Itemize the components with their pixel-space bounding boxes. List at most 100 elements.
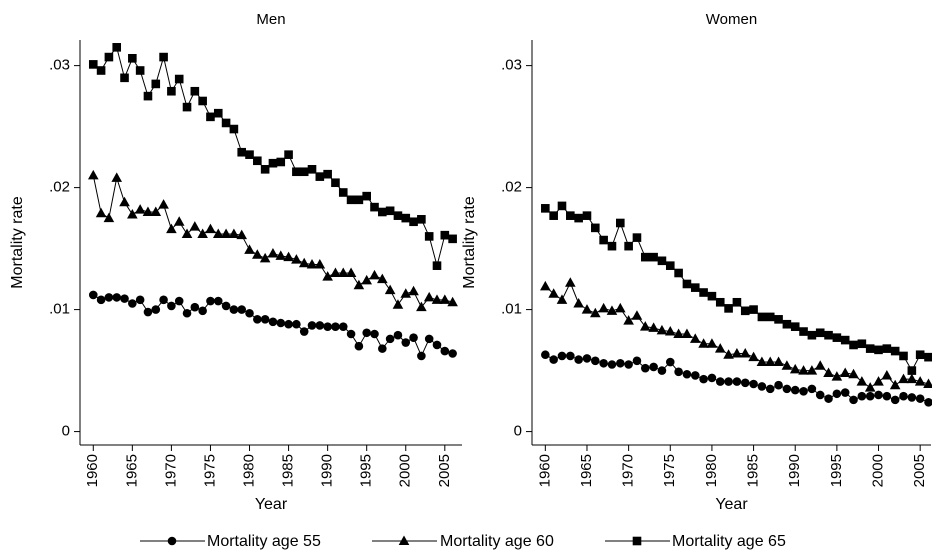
point (781, 360, 793, 370)
point (648, 322, 659, 332)
point (540, 280, 551, 291)
point (292, 167, 301, 177)
point (681, 328, 693, 338)
point (135, 66, 145, 75)
point (323, 169, 332, 179)
point (565, 277, 576, 287)
point (815, 390, 825, 400)
point (715, 297, 725, 307)
point (606, 305, 618, 315)
y-tick-label: .03 (49, 57, 70, 74)
point (134, 204, 146, 214)
point (259, 252, 271, 263)
point (143, 307, 153, 317)
y-axis-title: Mortality rate (461, 196, 478, 289)
point (190, 86, 200, 96)
x-tick-label: 2005 (436, 454, 453, 487)
point (789, 363, 801, 374)
point (167, 301, 176, 311)
point (582, 211, 592, 220)
point (907, 366, 917, 375)
point (914, 376, 926, 386)
point (88, 60, 98, 69)
point (815, 328, 825, 338)
x-axis-title: Year (715, 496, 748, 513)
point (440, 346, 450, 356)
point (228, 228, 240, 238)
point (865, 391, 875, 401)
point (890, 346, 900, 356)
point (95, 207, 107, 218)
point (674, 367, 683, 377)
x-tick-label: 1965 (578, 454, 595, 487)
point (615, 218, 625, 228)
point (657, 256, 667, 266)
point (581, 304, 593, 314)
point (757, 382, 767, 391)
point (159, 52, 168, 62)
point (245, 308, 254, 318)
point (378, 207, 387, 217)
point (128, 299, 137, 308)
point (607, 241, 617, 251)
point (840, 388, 850, 397)
point (158, 199, 169, 209)
point (639, 321, 651, 331)
point (549, 355, 558, 364)
point (292, 319, 301, 329)
point (799, 387, 808, 396)
point (857, 339, 867, 349)
point (907, 393, 917, 402)
point (706, 338, 718, 348)
point (707, 291, 717, 301)
point (432, 261, 442, 270)
point (915, 350, 925, 360)
point (774, 380, 783, 390)
point (167, 86, 176, 96)
y-tick-label: .01 (501, 301, 522, 318)
point (849, 340, 858, 350)
point (408, 285, 419, 296)
x-tick-label: 2000 (397, 454, 414, 487)
x-tick-label: 1965 (123, 454, 140, 487)
point (385, 206, 395, 216)
point (915, 394, 925, 403)
point (103, 212, 115, 223)
point (299, 167, 309, 177)
point (182, 308, 192, 318)
x-tick-label: 2000 (869, 454, 886, 487)
point (732, 377, 742, 386)
point (260, 165, 270, 174)
point (96, 295, 106, 305)
point (276, 318, 286, 328)
point (824, 394, 833, 403)
point (213, 108, 223, 118)
point (632, 356, 642, 366)
point (599, 235, 608, 245)
point (782, 384, 792, 394)
point (244, 244, 255, 254)
point (393, 211, 403, 220)
point (774, 315, 783, 324)
point (865, 344, 875, 353)
point (431, 294, 443, 304)
point (213, 296, 223, 306)
point (823, 367, 834, 378)
point (112, 43, 122, 52)
point (690, 371, 700, 380)
point (632, 536, 642, 546)
point (556, 294, 568, 304)
x-tick-label: 1975 (661, 454, 678, 487)
x-tick-label: 1975 (201, 454, 218, 487)
point (236, 229, 248, 240)
point (275, 250, 287, 260)
y-axis-title: Mortality rate (9, 196, 26, 289)
x-tick-label: 1990 (319, 454, 336, 487)
legend-label: Mortality age 55 (207, 533, 321, 550)
point (740, 306, 750, 316)
point (315, 321, 325, 330)
point (448, 234, 457, 244)
point (174, 296, 184, 306)
point (268, 158, 278, 168)
